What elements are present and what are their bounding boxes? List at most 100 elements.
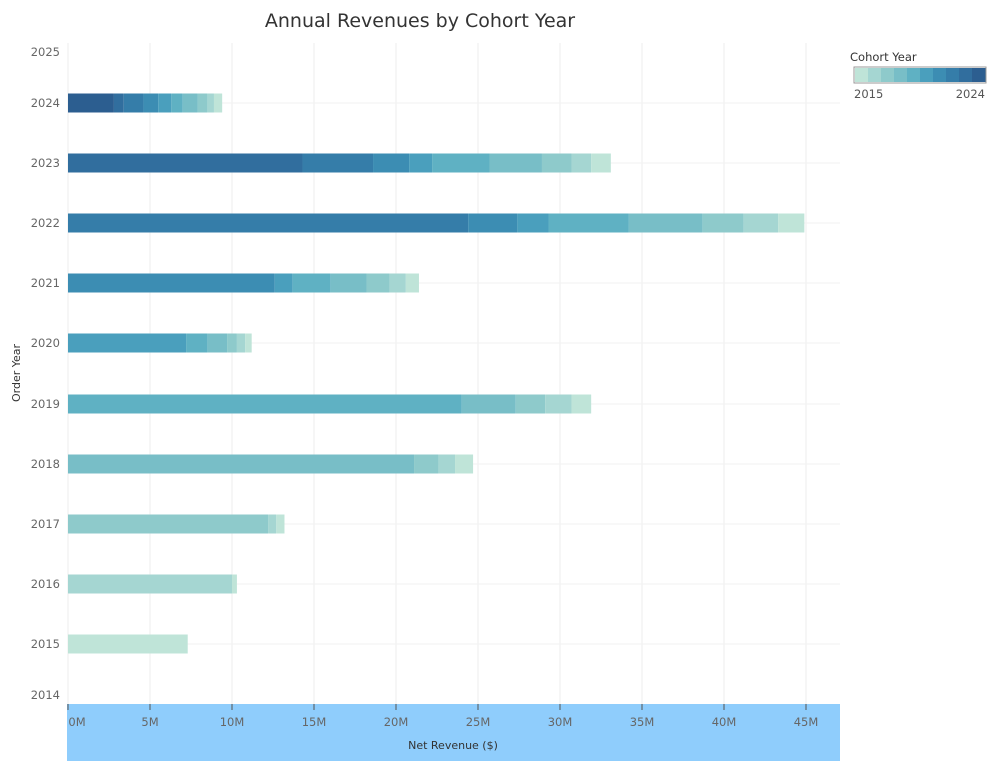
legend-max-label: 2024	[956, 87, 985, 101]
bar-segment-2023-cohort-2023[interactable]	[68, 153, 303, 173]
bar-segment-2022-cohort-2022[interactable]	[68, 213, 469, 233]
bar-segment-2024-cohort-2017[interactable]	[197, 93, 208, 113]
bar-segment-2020-cohort-2020[interactable]	[68, 333, 187, 353]
bar-segment-2022-cohort-2020[interactable]	[517, 213, 549, 233]
bar-segment-2024-cohort-2023[interactable]	[113, 93, 124, 113]
bar-segment-2018-cohort-2015[interactable]	[455, 454, 474, 474]
bar-segment-2017-cohort-2015[interactable]	[276, 514, 285, 534]
chart-title: Annual Revenues by Cohort Year	[265, 10, 575, 32]
bar-segment-2020-cohort-2018[interactable]	[207, 333, 228, 353]
bar-segment-2023-cohort-2018[interactable]	[489, 153, 542, 173]
x-tick-label: 25M	[466, 715, 491, 729]
bar-segment-2023-cohort-2022[interactable]	[302, 153, 374, 173]
legend-gradient	[853, 66, 987, 84]
bar-segment-2023-cohort-2015[interactable]	[591, 153, 611, 173]
y-tick-label-2015: 2015	[31, 637, 60, 651]
y-tick-label-2014: 2014	[31, 688, 60, 702]
bar-segment-2021-cohort-2017[interactable]	[366, 273, 390, 293]
y-tick-label-2024: 2024	[31, 96, 60, 110]
bar-segment-2019-cohort-2015[interactable]	[571, 394, 592, 414]
bar-segment-2024-cohort-2016[interactable]	[207, 93, 214, 113]
x-axis-ticks: 0M 5M 10M 15M 20M 25M 30M 35M 40M 45M	[67, 704, 818, 729]
bar-segment-2023-cohort-2016[interactable]	[571, 153, 592, 173]
x-tick-label: 15M	[302, 715, 327, 729]
legend-swatch-2015	[855, 68, 869, 82]
bar-segment-2024-cohort-2019[interactable]	[171, 93, 183, 113]
x-tick-label: 35M	[630, 715, 655, 729]
y-tick-label-2019: 2019	[31, 397, 60, 411]
bar-segment-2024-cohort-2018[interactable]	[182, 93, 198, 113]
bar-segment-2019-cohort-2016[interactable]	[545, 394, 572, 414]
y-tick-label-2020: 2020	[31, 336, 60, 350]
bar-segment-2022-cohort-2015[interactable]	[778, 213, 805, 233]
legend-swatch-2016	[868, 68, 882, 82]
bar-segment-2024-cohort-2022[interactable]	[123, 93, 144, 113]
bar-segment-2021-cohort-2015[interactable]	[405, 273, 419, 293]
grid-layer	[67, 43, 840, 704]
legend-swatch-2024	[972, 68, 986, 82]
bar-segment-2022-cohort-2021[interactable]	[468, 213, 518, 233]
legend-border	[853, 66, 987, 84]
bar-segment-2019-cohort-2019[interactable]	[68, 394, 462, 414]
bar-segment-2016-cohort-2015[interactable]	[232, 574, 237, 594]
legend-swatch-2023	[959, 68, 973, 82]
bar-segment-2022-cohort-2019[interactable]	[548, 213, 629, 233]
y-tick-label-2018: 2018	[31, 457, 60, 471]
bar-segment-2018-cohort-2017[interactable]	[414, 454, 439, 474]
x-tick-label: 0M	[68, 715, 85, 729]
bar-segment-2020-cohort-2019[interactable]	[186, 333, 208, 353]
bar-segment-2023-cohort-2020[interactable]	[409, 153, 433, 173]
bar-segment-2017-cohort-2017[interactable]	[68, 514, 269, 534]
x-axis-band	[67, 704, 840, 761]
y-axis-ticks: 2025 2024 2023 2022 2021 2020 2019 2018 2017 2016…	[31, 45, 60, 702]
bar-segment-2015-cohort-2015[interactable]	[68, 634, 188, 654]
bar-segment-2023-cohort-2019[interactable]	[432, 153, 490, 173]
x-tick-label: 5M	[141, 715, 158, 729]
bar-segment-2019-cohort-2017[interactable]	[515, 394, 546, 414]
bar-segment-2018-cohort-2016[interactable]	[438, 454, 456, 474]
legend-swatch-2017	[881, 68, 895, 82]
y-axis-title: Order Year	[10, 344, 23, 403]
y-tick-label-2017: 2017	[31, 517, 60, 531]
bar-segment-2017-cohort-2016[interactable]	[268, 514, 277, 534]
bar-segment-2021-cohort-2018[interactable]	[330, 273, 367, 293]
bar-segment-2021-cohort-2020[interactable]	[274, 273, 293, 293]
bar-segment-2024-cohort-2020[interactable]	[158, 93, 172, 113]
legend-swatch-2019	[907, 68, 921, 82]
legend-swatch-2018	[894, 68, 908, 82]
legend-min-label: 2015	[854, 87, 883, 101]
x-tick-label: 10M	[220, 715, 245, 729]
bar-segment-2024-cohort-2021[interactable]	[143, 93, 159, 113]
x-tick-label: 30M	[548, 715, 573, 729]
bar-segment-2023-cohort-2021[interactable]	[373, 153, 410, 173]
y-tick-label-2022: 2022	[31, 216, 60, 230]
bar-segment-2021-cohort-2016[interactable]	[389, 273, 406, 293]
bar-segment-2021-cohort-2021[interactable]	[68, 273, 275, 293]
bar-segment-2021-cohort-2019[interactable]	[292, 273, 331, 293]
bar-segment-2020-cohort-2015[interactable]	[245, 333, 252, 353]
bar-segment-2020-cohort-2016[interactable]	[236, 333, 246, 353]
bar-segment-2016-cohort-2016[interactable]	[68, 574, 232, 594]
bar-segment-2024-cohort-2015[interactable]	[213, 93, 223, 113]
x-tick-label: 40M	[712, 715, 737, 729]
bar-segment-2022-cohort-2017[interactable]	[702, 213, 744, 233]
bar-segment-2020-cohort-2017[interactable]	[227, 333, 237, 353]
bar-segment-2023-cohort-2017[interactable]	[541, 153, 572, 173]
y-tick-label-2016: 2016	[31, 577, 60, 591]
y-tick-label-2023: 2023	[31, 156, 60, 170]
bar-segment-2018-cohort-2018[interactable]	[68, 454, 415, 474]
bar-segment-2024-cohort-2024[interactable]	[68, 93, 114, 113]
x-axis-title: Net Revenue ($)	[408, 739, 498, 752]
legend-swatch-2020	[920, 68, 934, 82]
y-tick-label-2021: 2021	[31, 276, 60, 290]
x-tick-label: 20M	[384, 715, 409, 729]
bar-segment-2022-cohort-2018[interactable]	[628, 213, 703, 233]
bar-segment-2019-cohort-2018[interactable]	[461, 394, 516, 414]
legend-swatch-2021	[933, 68, 947, 82]
bars-layer	[68, 93, 805, 654]
bar-segment-2022-cohort-2016[interactable]	[743, 213, 779, 233]
y-tick-label-2025: 2025	[31, 45, 60, 59]
legend-title: Cohort Year	[850, 50, 917, 64]
